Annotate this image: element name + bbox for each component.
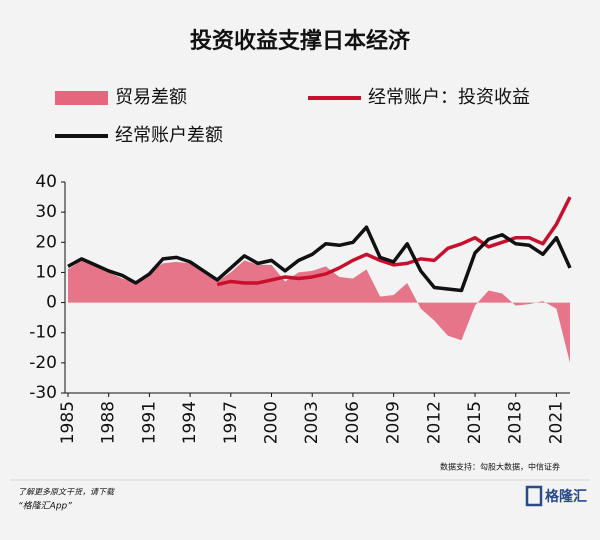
y-tick-label: 0: [46, 293, 57, 313]
y-tick-label: 40: [35, 172, 57, 192]
x-tick-label: 1994: [180, 401, 200, 444]
y-tick-label: -20: [29, 353, 57, 373]
x-tick-label: 2012: [424, 401, 444, 444]
area: [68, 260, 570, 363]
y-tick-label: 30: [35, 202, 57, 222]
x-tick-label: 2003: [302, 401, 322, 444]
x-tick-label: 2009: [384, 401, 404, 444]
chart-title: 投资收益支撑日本经济: [190, 28, 411, 54]
logo-icon: [525, 485, 543, 507]
x-tick-label: 1991: [139, 401, 159, 444]
line: [67, 225, 572, 293]
x-tick-label: 1988: [99, 401, 119, 444]
legend-label: 经常账户：投资收益: [368, 87, 530, 108]
y-tick-label: 10: [35, 262, 57, 282]
x-tick-label: 1997: [221, 401, 241, 444]
x-tick-label: 2006: [343, 401, 363, 444]
y-tick-label: -30: [29, 383, 57, 403]
legend-swatch: [55, 91, 108, 105]
x-tick-label: 1985: [58, 401, 78, 444]
x-tick-label: 2018: [506, 401, 526, 444]
legend-label: 经常账户差额: [115, 125, 223, 146]
x-tick-label: 2015: [465, 401, 485, 444]
logo: 格隆汇: [545, 488, 587, 505]
legend-label: 贸易差额: [115, 87, 187, 108]
footer-text: 了解更多原文干货，请下载: [18, 488, 115, 497]
x-tick-label: 2021: [546, 401, 566, 444]
x-tick-label: 2000: [262, 401, 282, 444]
y-tick-label: -10: [29, 323, 57, 343]
source: 数据支持：勾股大数据，中信证券: [440, 462, 560, 472]
footer-text: “格隆汇App”: [18, 501, 72, 512]
y-tick-label: 20: [35, 232, 57, 252]
